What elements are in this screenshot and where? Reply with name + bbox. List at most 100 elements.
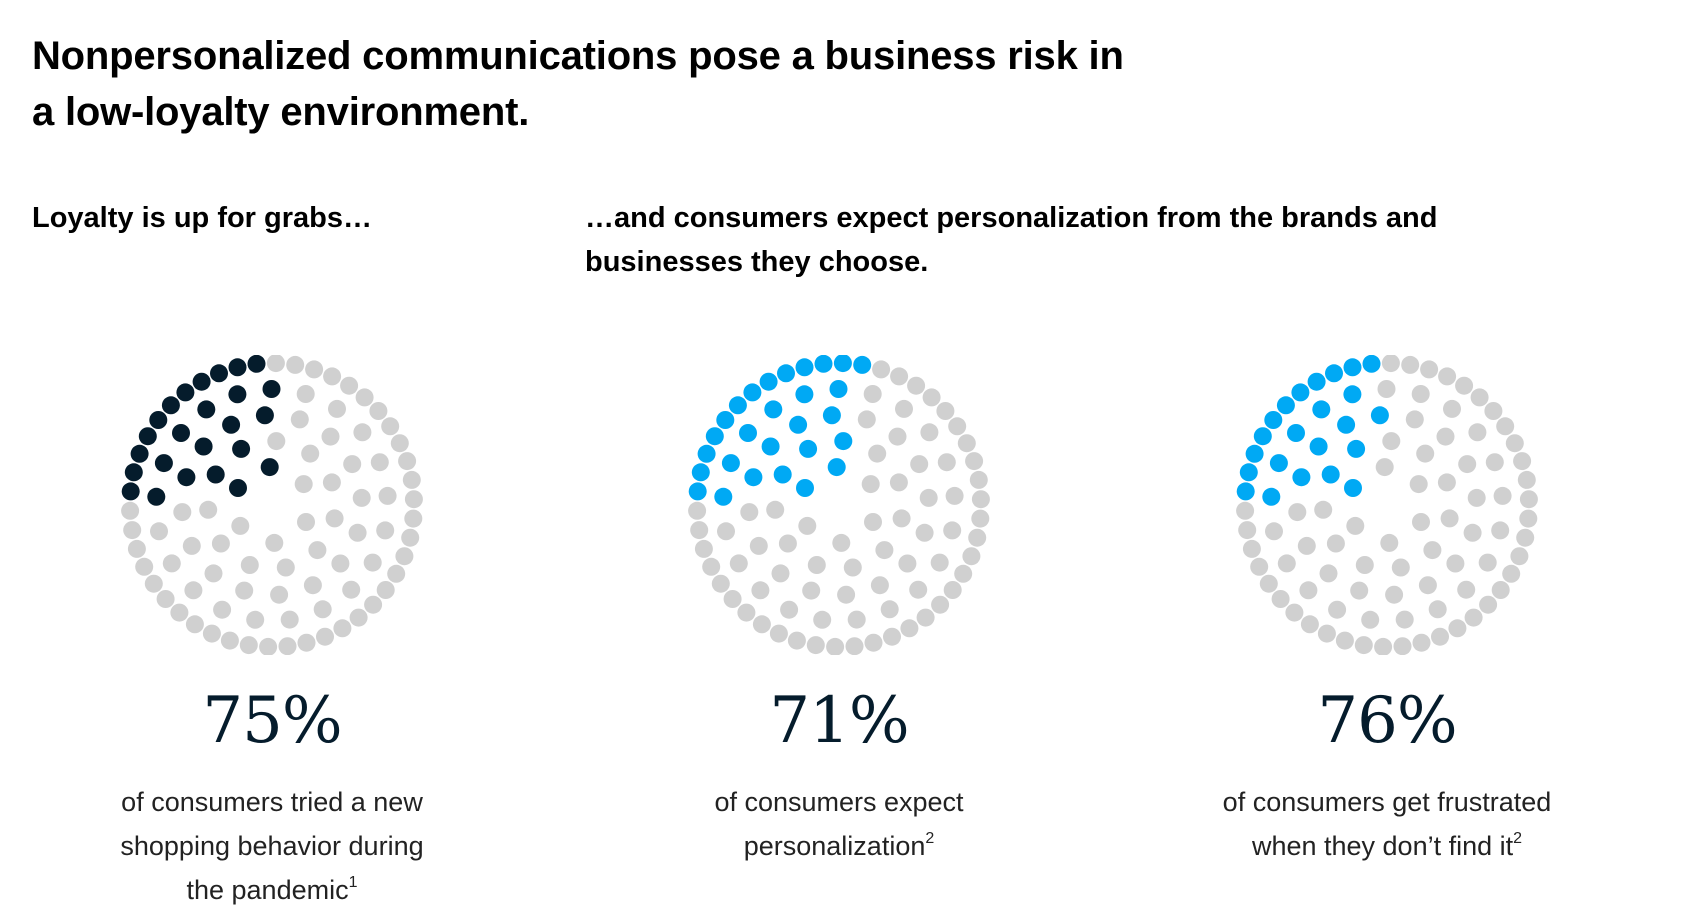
empty-dot — [1440, 509, 1459, 528]
empty-dot — [864, 513, 882, 531]
empty-dot — [1467, 488, 1486, 507]
stat-description: of consumers get frustrated when they do… — [1167, 780, 1607, 868]
empty-dot — [971, 490, 990, 509]
filled-dot — [1253, 427, 1272, 446]
empty-dot — [864, 633, 883, 652]
empty-dot — [1513, 452, 1532, 471]
empty-dot — [1464, 608, 1483, 627]
empty-dot — [1502, 564, 1521, 583]
filled-dot — [759, 372, 778, 391]
filled-dot — [773, 465, 792, 484]
empty-dot — [890, 367, 909, 386]
empty-dot — [807, 556, 826, 574]
empty-dot — [308, 541, 327, 560]
empty-dot — [355, 388, 374, 407]
empty-dot — [798, 516, 817, 535]
empty-dot — [766, 500, 785, 519]
dot-chart-expect-personalization — [688, 355, 990, 655]
empty-dot — [875, 541, 894, 560]
empty-dot — [971, 509, 990, 528]
empty-dot — [1443, 399, 1461, 418]
filled-dot — [1362, 355, 1381, 373]
empty-dot — [150, 522, 168, 541]
empty-dot — [900, 619, 919, 638]
empty-dot — [1354, 636, 1373, 655]
empty-dot — [870, 576, 889, 595]
empty-dot — [395, 547, 414, 566]
empty-dot — [204, 564, 223, 583]
empty-dot — [322, 473, 341, 492]
filled-dot — [795, 358, 814, 377]
empty-dot — [1496, 417, 1515, 436]
empty-dot — [278, 637, 297, 655]
empty-dot — [259, 637, 278, 655]
empty-dot — [943, 521, 962, 540]
empty-dot — [235, 581, 254, 600]
empty-dot — [404, 509, 423, 528]
empty-dot — [883, 627, 901, 646]
empty-dot — [135, 557, 154, 576]
empty-dot — [1259, 574, 1278, 593]
empty-dot — [1299, 581, 1318, 600]
stat-description-line-3: the pandemic1 — [52, 868, 492, 912]
empty-dot — [1510, 547, 1529, 566]
empty-dot — [806, 636, 825, 655]
empty-dot — [239, 636, 258, 655]
empty-dot — [868, 444, 887, 463]
empty-dot — [1516, 528, 1535, 547]
empty-dot — [737, 603, 756, 622]
empty-dot — [1519, 490, 1538, 509]
filled-dot — [1292, 468, 1311, 487]
empty-dot — [1317, 624, 1336, 643]
empty-dot — [266, 355, 285, 373]
filled-dot — [705, 427, 724, 446]
filled-dot — [1325, 364, 1343, 383]
stat-description-text: personalization — [743, 831, 926, 861]
empty-dot — [1361, 610, 1380, 629]
empty-dot — [370, 453, 389, 472]
empty-dot — [915, 523, 934, 542]
empty-dot — [349, 608, 368, 627]
empty-dot — [729, 554, 748, 573]
empty-dot — [231, 516, 250, 535]
empty-dot — [948, 417, 967, 436]
empty-dot — [1326, 534, 1345, 553]
empty-dot — [943, 581, 962, 599]
empty-dot — [369, 402, 388, 420]
empty-dot — [813, 610, 832, 629]
stat-value: 76% — [1317, 684, 1457, 758]
filled-dot — [833, 355, 852, 373]
filled-dot — [777, 364, 795, 383]
empty-dot — [1382, 432, 1401, 451]
empty-dot — [378, 486, 397, 505]
empty-dot — [184, 581, 203, 600]
empty-dot — [353, 423, 372, 442]
filled-dot — [176, 383, 195, 402]
empty-dot — [1416, 444, 1435, 463]
filled-dot — [130, 444, 149, 463]
empty-dot — [787, 631, 806, 650]
empty-dot — [1335, 631, 1354, 650]
subtitle-right: …and consumers expect personalization fr… — [585, 196, 1635, 284]
filled-dot — [721, 454, 740, 473]
filled-dot — [172, 424, 190, 442]
filled-dot — [177, 468, 196, 487]
empty-dot — [297, 513, 315, 531]
empty-dot — [1505, 434, 1524, 453]
filled-dot — [1344, 479, 1362, 497]
filled-dot — [1321, 465, 1340, 484]
empty-dot — [376, 521, 395, 540]
empty-dot — [333, 619, 352, 638]
empty-dot — [968, 528, 987, 547]
filled-dot — [149, 411, 168, 429]
filled-dot — [697, 444, 716, 463]
empty-dot — [749, 536, 768, 555]
filled-dot — [121, 482, 140, 501]
empty-dot — [930, 553, 949, 572]
filled-dot — [814, 355, 833, 373]
empty-dot — [1438, 367, 1457, 386]
empty-dot — [694, 539, 713, 558]
empty-dot — [387, 564, 406, 583]
empty-dot — [892, 509, 911, 528]
filled-dot — [1264, 411, 1283, 429]
